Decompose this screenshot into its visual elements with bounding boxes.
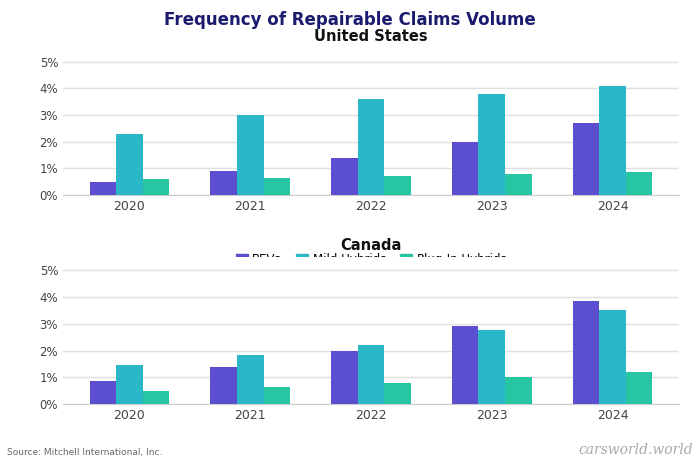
- Bar: [116, 365, 143, 404]
- Bar: [143, 179, 169, 195]
- Bar: [90, 381, 116, 404]
- Bar: [626, 372, 652, 404]
- Bar: [479, 94, 505, 195]
- Bar: [599, 85, 626, 195]
- Bar: [358, 99, 384, 195]
- Text: carsworld.world: carsworld.world: [578, 442, 693, 457]
- Bar: [384, 176, 411, 195]
- Bar: [505, 174, 531, 195]
- Title: Canada: Canada: [340, 238, 402, 253]
- Legend: BEVs, Mild Hybrids, Plug-In Hybrids: BEVs, Mild Hybrids, Plug-In Hybrids: [231, 457, 511, 459]
- Bar: [626, 173, 652, 195]
- Legend: BEVs, Mild Hybrids, Plug-In Hybrids: BEVs, Mild Hybrids, Plug-In Hybrids: [231, 248, 511, 270]
- Bar: [573, 301, 599, 404]
- Bar: [211, 367, 237, 404]
- Text: Source: Mitchell International, Inc.: Source: Mitchell International, Inc.: [7, 448, 162, 457]
- Bar: [331, 158, 358, 195]
- Bar: [479, 330, 505, 404]
- Bar: [358, 345, 384, 404]
- Bar: [599, 310, 626, 404]
- Bar: [116, 134, 143, 195]
- Bar: [237, 115, 263, 195]
- Bar: [211, 171, 237, 195]
- Bar: [143, 391, 169, 404]
- Bar: [384, 382, 411, 404]
- Bar: [263, 178, 290, 195]
- Bar: [237, 354, 263, 404]
- Bar: [573, 123, 599, 195]
- Text: Frequency of Repairable Claims Volume: Frequency of Repairable Claims Volume: [164, 11, 536, 29]
- Title: United States: United States: [314, 29, 428, 44]
- Bar: [452, 326, 479, 404]
- Bar: [505, 377, 531, 404]
- Bar: [331, 351, 358, 404]
- Bar: [452, 142, 479, 195]
- Bar: [90, 182, 116, 195]
- Bar: [263, 386, 290, 404]
